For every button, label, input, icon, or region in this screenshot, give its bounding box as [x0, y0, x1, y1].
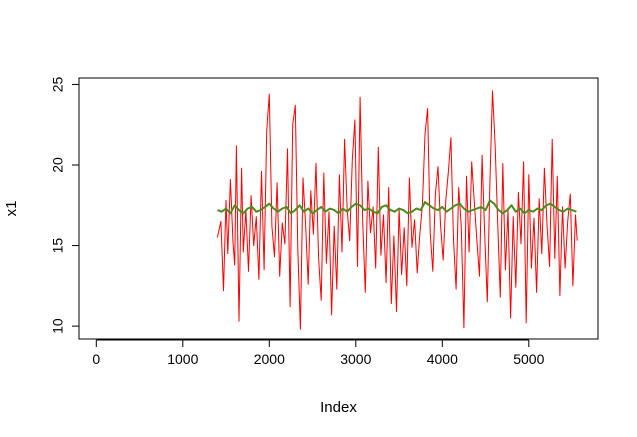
series-1-line [216, 90, 578, 330]
series-2-line [217, 199, 577, 215]
y-tick-label: 10 [50, 318, 66, 334]
x-tick-label: 1000 [167, 351, 198, 367]
x-axis-title: Index [320, 399, 357, 416]
y-tick-label: 15 [50, 238, 66, 254]
x-tick-label: 2000 [254, 351, 285, 367]
x-tick-label: 3000 [340, 351, 371, 367]
y-tick-label: 20 [50, 157, 66, 173]
x-tick-label: 0 [92, 351, 100, 367]
x-axis: 0 1000 2000 3000 4000 5000 [92, 339, 545, 367]
series-layer [216, 90, 578, 330]
y-axis: 10 15 20 25 [50, 76, 80, 334]
y-tick-label: 25 [50, 76, 66, 92]
x-tick-label: 4000 [427, 351, 458, 367]
x-tick-label: 5000 [513, 351, 544, 367]
y-axis-title: x1 [3, 201, 20, 217]
